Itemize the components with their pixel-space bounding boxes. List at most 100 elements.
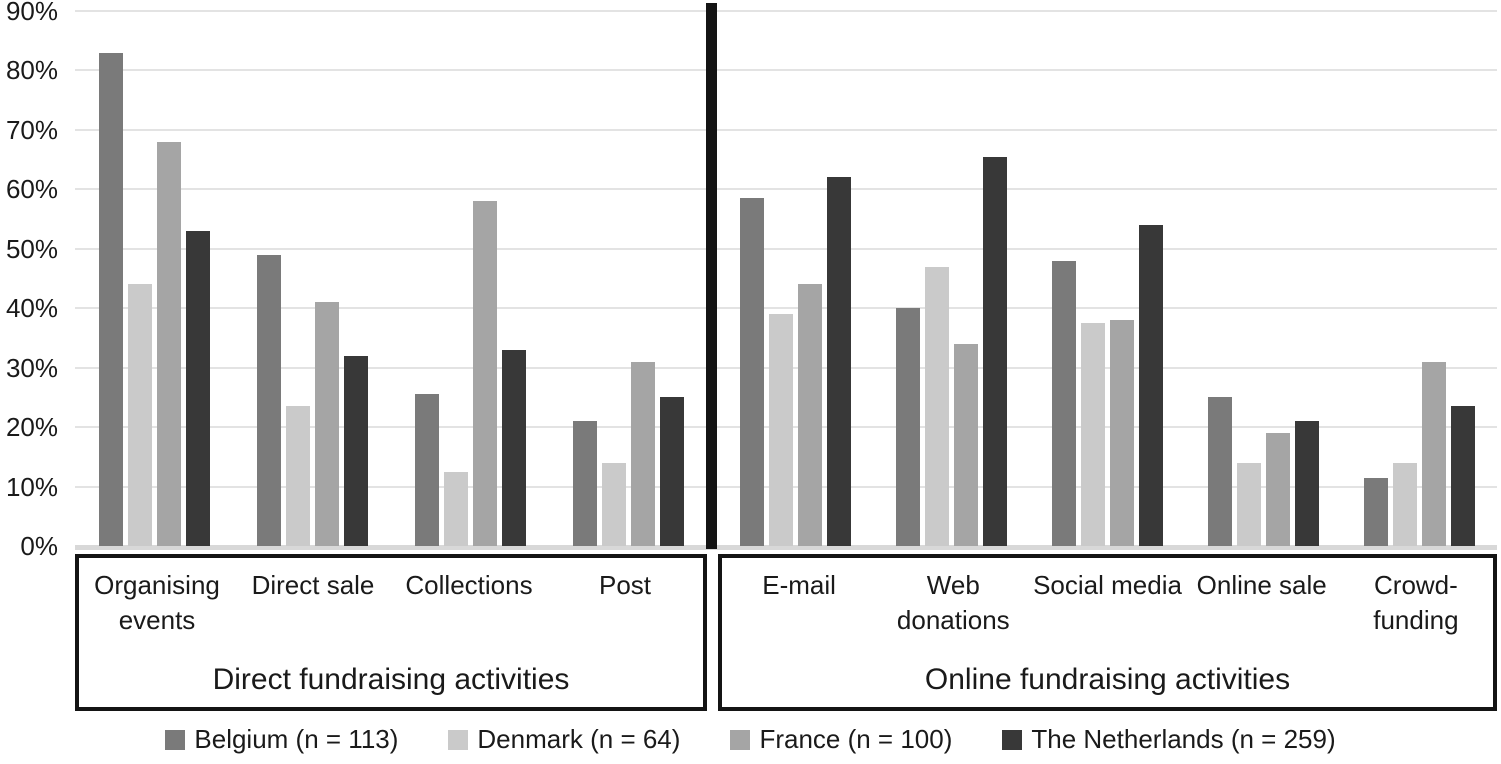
category-label: Direct sale <box>235 568 391 638</box>
legend-item: Belgium (n = 113) <box>165 724 398 755</box>
bar-group <box>256 254 368 546</box>
bar-group <box>1207 397 1319 546</box>
category-label: Social media <box>1030 568 1184 638</box>
gridline <box>75 307 1497 310</box>
bar <box>1421 361 1446 546</box>
section-divider-line <box>706 3 717 549</box>
bar-group <box>740 177 852 546</box>
category-label-line: E-mail <box>762 570 836 600</box>
bar <box>630 361 655 546</box>
y-tick-label: 50% <box>5 233 58 264</box>
bar <box>285 406 310 546</box>
legend-label: Denmark (n = 64) <box>477 724 681 754</box>
plot-area <box>75 10 1497 550</box>
bar <box>769 314 794 546</box>
bar <box>314 302 339 546</box>
category-labels-direct: Organising events Direct sale Collections Po… <box>79 558 703 638</box>
bar-group <box>414 201 526 546</box>
bar <box>185 230 210 546</box>
legend: Belgium (n = 113) Denmark (n = 64) France … <box>0 724 1501 755</box>
bar <box>827 177 852 546</box>
bar-group <box>1363 361 1475 546</box>
y-tick-label: 80% <box>5 55 58 86</box>
category-label: Web donations <box>876 568 1030 638</box>
y-tick-label: 30% <box>5 352 58 383</box>
bar-group <box>98 52 210 546</box>
bar <box>659 397 684 546</box>
category-label: Organising events <box>79 568 235 638</box>
section-title-online: Online fundraising activities <box>924 663 1291 696</box>
gridline <box>75 10 1497 12</box>
bar <box>343 355 368 546</box>
legend-marker <box>730 729 751 750</box>
bar <box>443 471 468 546</box>
bar <box>1392 462 1417 546</box>
legend-label: Belgium (n = 113) <box>194 724 399 754</box>
gridline <box>75 188 1497 191</box>
bar <box>1265 433 1290 546</box>
bar <box>1363 477 1388 546</box>
legend-label: France (n = 100) <box>759 724 953 754</box>
legend-item: The Netherlands (n = 259) <box>1002 724 1336 755</box>
bar <box>1051 260 1076 546</box>
gridline <box>75 69 1497 72</box>
legend-item: Denmark (n = 64) <box>448 724 680 755</box>
x-axis-line <box>75 545 1497 550</box>
category-label: Online sale <box>1185 568 1339 638</box>
category-labels-online: E-mail Web donations Social media Online sal… <box>722 558 1493 638</box>
y-tick-label: 70% <box>5 114 58 145</box>
bar <box>1236 462 1261 546</box>
category-label-line: Direct sale <box>251 570 375 600</box>
gridline <box>75 247 1497 250</box>
bar <box>1138 225 1163 546</box>
bar <box>740 198 765 546</box>
bar <box>601 462 626 546</box>
bar <box>983 156 1008 546</box>
bar <box>501 349 526 546</box>
y-tick-label: 10% <box>5 471 58 502</box>
gridline <box>75 128 1497 131</box>
bars-online-section <box>718 11 1497 546</box>
bar-group <box>1051 225 1163 546</box>
bar <box>925 266 950 546</box>
online-activities-box: E-mail Web donations Social media Online sal… <box>718 554 1497 711</box>
category-label: Collections <box>391 568 547 638</box>
category-label-line: Post <box>598 570 652 600</box>
bar <box>896 308 921 546</box>
category-label-line: Social media <box>1033 570 1182 600</box>
bar <box>572 421 597 546</box>
bar <box>1207 397 1232 546</box>
bar <box>472 201 497 546</box>
direct-activities-box: Organising events Direct sale Collections Po… <box>75 554 707 711</box>
bar <box>156 141 181 546</box>
y-tick-label: 90% <box>5 0 58 26</box>
section-title-direct: Direct fundraising activities <box>212 663 570 696</box>
bar <box>256 254 281 546</box>
y-tick-label: 20% <box>5 412 58 443</box>
bar-group <box>896 156 1008 546</box>
bars-direct-section <box>75 11 707 546</box>
legend-marker <box>165 729 186 750</box>
legend-marker <box>1002 729 1023 750</box>
legend-marker <box>448 729 469 750</box>
category-label: Post <box>547 568 703 638</box>
category-label-line: Online sale <box>1196 570 1327 600</box>
legend-item: France (n = 100) <box>730 724 952 755</box>
category-label-line: donations <box>896 605 1010 635</box>
category-label: E-mail <box>722 568 876 638</box>
y-tick-label: 40% <box>5 293 58 324</box>
bar <box>1450 406 1475 546</box>
y-tick-label: 60% <box>5 174 58 205</box>
y-axis: 0% 10% 20% 30% 40% 50% 60% 70% 80% 90% <box>0 0 62 600</box>
category-label-line: Web <box>926 570 980 600</box>
bar <box>1080 323 1105 546</box>
legend-label: The Netherlands (n = 259) <box>1031 724 1336 754</box>
category-label-line: funding <box>1373 605 1459 635</box>
y-tick-label: 0% <box>20 531 58 561</box>
category-label: Crowd-funding <box>1339 568 1493 638</box>
bar <box>127 284 152 546</box>
bar <box>98 52 123 546</box>
category-label-line: Crowd- <box>1374 570 1458 600</box>
bar <box>1294 421 1319 546</box>
